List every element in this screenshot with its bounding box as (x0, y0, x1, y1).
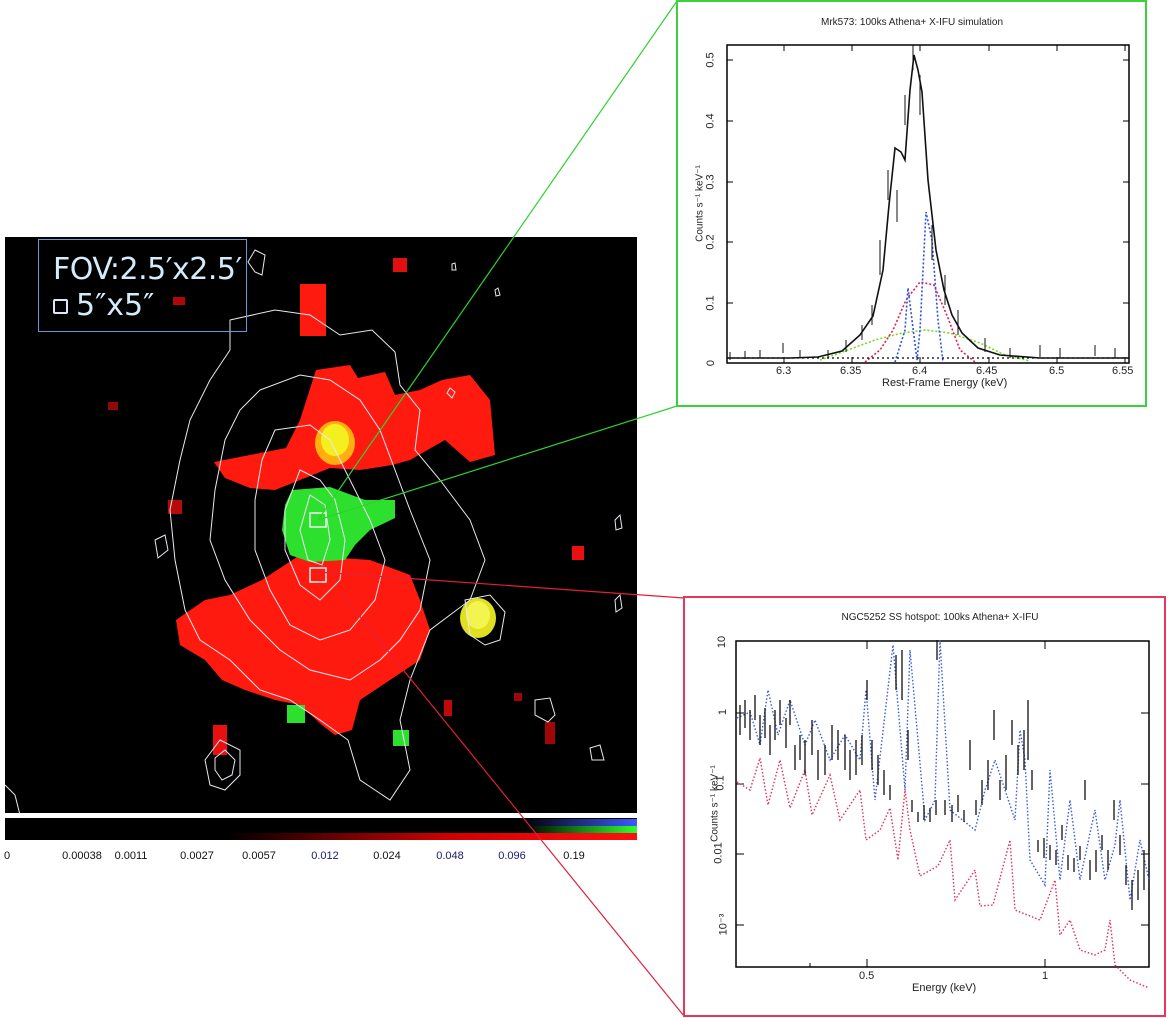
red-emission-regions (108, 258, 584, 755)
connector-lines (317, 0, 685, 1017)
mrk573-y-tick: 0.3 (704, 174, 717, 190)
mrk573-x-tick: 6.3 (776, 365, 792, 377)
ngc5252-y-tick: 1 (717, 708, 730, 716)
mrk573-ticks (727, 45, 1129, 363)
ngc5252-y-tick: 10 (716, 635, 729, 649)
colorbar-tick: 0.048 (436, 850, 464, 862)
colorbar-tick: 0.012 (311, 850, 339, 862)
nucleus-region-square[interactable] (309, 512, 327, 528)
colorbar-tick: 0.024 (373, 850, 401, 862)
square-outline-icon (53, 298, 68, 314)
mrk573-y-tick: 0.5 (704, 52, 717, 68)
mrk573-chart-title: Mrk573: 100ks Athena+ X-IFU simulation (820, 17, 1004, 28)
mrk573-plot-area (726, 44, 1130, 364)
ngc5252-data-points (739, 640, 1145, 910)
mrk573-y-tick: 0 (705, 359, 718, 367)
ngc5252-x-axis-label: Energy (keV) (912, 982, 977, 994)
soft-xray-contours (4, 249, 623, 816)
mrk573-x-tick: 6.4 (912, 365, 928, 377)
colorbar-tick: 0.00038 (62, 850, 102, 862)
colorbar-tick: 0.0011 (114, 850, 148, 862)
pixel-size-label: 5″x5″ (76, 288, 155, 323)
pixel-size-legend: 5″x5″ (53, 290, 154, 322)
ngc5252-chart-title: NGC5252 SS hotspot: 100ks Athena+ X-IFU (841, 612, 1039, 623)
ngc5252-spectrum-panel (683, 596, 1166, 1017)
hotspot-region-square[interactable] (309, 567, 327, 583)
ngc5252-y-tick: 10⁻³ (717, 913, 730, 936)
mrk573-y-tick: 0.2 (704, 234, 717, 250)
colorbar (5, 818, 637, 840)
mrk573-x-tick: 6.5 (1049, 365, 1065, 377)
mrk573-y-tick: 0.1 (704, 295, 717, 311)
colorbar-tick: 0.096 (498, 850, 526, 862)
ngc5252-total-model (736, 639, 1150, 901)
ngc5252-x-tick: 1 (1042, 970, 1049, 982)
mrk573-y-tick: 0.4 (704, 113, 717, 129)
mrk573-broad-component (819, 329, 1031, 362)
fov-annotation-box: FOV:2.5′x2.5′ 5″x5″ (38, 239, 247, 332)
mrk573-narrow-component (894, 211, 944, 363)
mrk573-x-tick: 6.45 (976, 365, 998, 377)
ngc5252-y-tick: 0.01 (712, 842, 725, 864)
fov-label: FOV:2.5′x2.5′ (53, 252, 242, 287)
mrk573-x-tick: 6.35 (840, 365, 862, 377)
xray-image-panel (4, 237, 637, 840)
colorbar-tick: 0.0057 (242, 850, 276, 862)
mrk573-x-tick: 6.55 (1112, 365, 1134, 377)
mrk573-x-axis-label: Rest-Frame Energy (keV) (882, 377, 1008, 389)
colorbar-tick: 0.19 (563, 850, 585, 862)
ngc5252-x-tick: 0.5 (859, 970, 875, 982)
mrk573-data-points (729, 45, 1116, 360)
colorbar-tick: 0.0027 (180, 850, 214, 862)
colorbar-tick: 0 (3, 850, 11, 862)
green-emission-regions (282, 487, 409, 746)
mrk573-total-model (727, 54, 1129, 359)
mrk573-spectrum-panel (676, 0, 1147, 407)
ngc5252-y-tick: 0.1 (714, 775, 727, 791)
ngc5252-plot-area (735, 640, 1150, 968)
